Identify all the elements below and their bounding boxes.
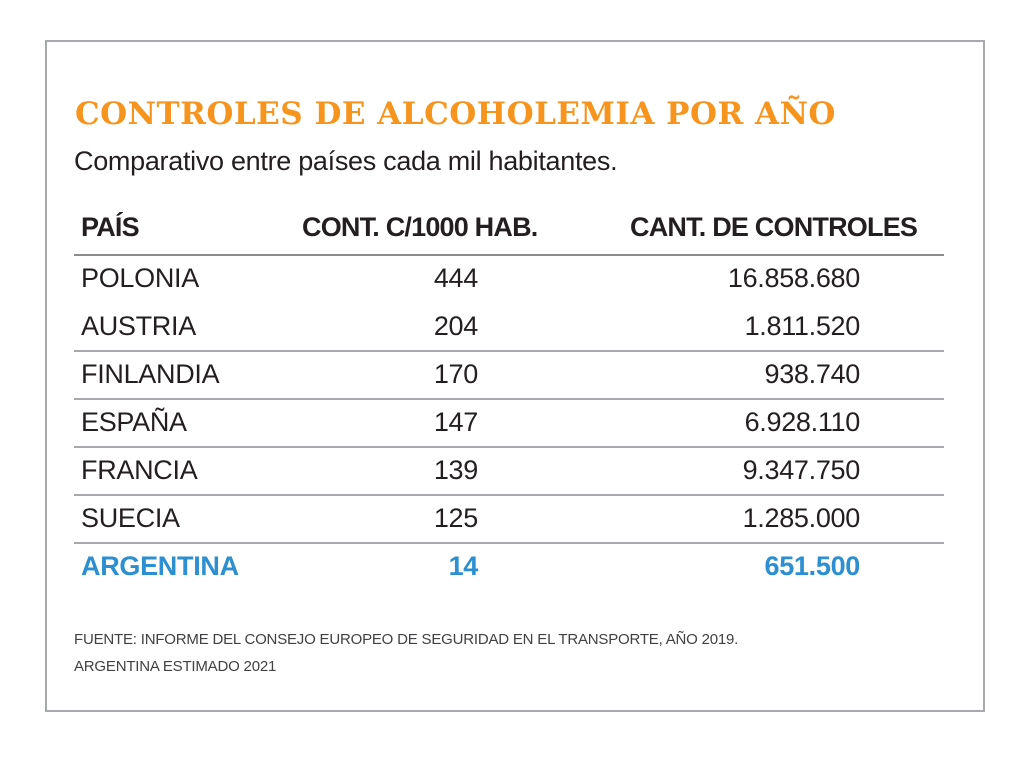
source-note: FUENTE: INFORME DEL CONSEJO EUROPEO DE S… <box>74 626 738 680</box>
infographic-card: CONTROLES DE ALCOHOLEMIA POR AÑO Compara… <box>45 40 985 712</box>
source-line: ARGENTINA ESTIMADO 2021 <box>74 658 277 675</box>
table-row: FINLANDIA 170 938.740 <box>74 352 944 400</box>
cell-total: 651.500 <box>764 551 861 581</box>
cell-total: 1.285.000 <box>742 503 861 533</box>
source-line: FUENTE: INFORME DEL CONSEJO EUROPEO DE S… <box>74 631 739 648</box>
cell-rate: 204 <box>433 311 478 341</box>
cell-country: SUECIA <box>81 503 180 533</box>
table-row: POLONIA 444 16.858.680 <box>74 256 944 304</box>
table-body: POLONIA 444 16.858.680 AUSTRIA 204 1.811.520 F… <box>74 256 944 592</box>
cell-rate: 147 <box>433 407 478 437</box>
cell-total: 6.928.110 <box>744 407 861 437</box>
cell-total: 16.858.680 <box>727 263 860 293</box>
cell-rate: 125 <box>433 503 478 533</box>
cell-country: ESPAÑA <box>81 407 187 437</box>
cell-country: FRANCIA <box>81 455 198 485</box>
cell-total: 9.347.750 <box>742 455 861 485</box>
table-header: PAÍS CONT. C/1000 HAB. CANT. DE CONTROLE… <box>74 204 944 256</box>
data-table: PAÍS CONT. C/1000 HAB. CANT. DE CONTROLE… <box>74 204 944 592</box>
cell-country: POLONIA <box>81 263 199 293</box>
table-row: SUECIA 125 1.285.000 <box>74 496 944 544</box>
column-header-total: CANT. DE CONTROLES <box>630 212 918 242</box>
cell-country: AUSTRIA <box>81 311 196 341</box>
cell-total: 938.740 <box>764 359 861 389</box>
cell-rate: 444 <box>433 263 478 293</box>
column-header-country: PAÍS <box>81 212 140 242</box>
cell-total: 1.811.520 <box>744 311 861 341</box>
table-row: AUSTRIA 204 1.811.520 <box>74 304 944 352</box>
cell-rate: 139 <box>433 455 478 485</box>
table-row-highlighted: ARGENTINA 14 651.500 <box>74 544 944 592</box>
chart-title: CONTROLES DE ALCOHOLEMIA POR AÑO <box>75 96 836 132</box>
table-row: FRANCIA 139 9.347.750 <box>74 448 944 496</box>
cell-country: FINLANDIA <box>81 359 220 389</box>
cell-country: ARGENTINA <box>81 551 239 581</box>
column-header-rate: CONT. C/1000 HAB. <box>302 212 538 242</box>
chart-subtitle: Comparativo entre países cada mil habita… <box>74 146 618 176</box>
cell-rate: 170 <box>433 359 478 389</box>
table-row: ESPAÑA 147 6.928.110 <box>74 400 944 448</box>
cell-rate: 14 <box>448 551 479 581</box>
